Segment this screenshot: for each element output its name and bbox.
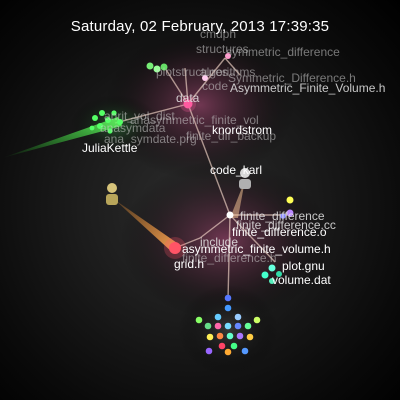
user-name-julia: JuliaKettle xyxy=(82,141,138,155)
timestamp-label: Saturday, 02 February, 2013 17:39:35 xyxy=(0,18,400,35)
label-code: code xyxy=(202,79,228,93)
label-grid-h: grid.h xyxy=(174,257,204,271)
label-asymmetric-difference: symmetric_difference xyxy=(226,45,340,59)
user-name-knordstrom: knordstrom xyxy=(212,123,272,137)
avatar[interactable] xyxy=(106,183,118,205)
user-name-code-karl: code_karl xyxy=(210,163,262,177)
label-finite-difference-o: finite_difference.o xyxy=(232,225,327,239)
label-plot-gnu: plot.gnu xyxy=(282,259,325,273)
label-volume-dat: volume.dat xyxy=(272,273,331,287)
label-asym-fv-h-top: Asymmetric_Finite_Volume.h xyxy=(230,81,385,95)
label-data: data xyxy=(176,91,200,105)
label-plotstructures: plotstructures xyxy=(156,65,228,79)
